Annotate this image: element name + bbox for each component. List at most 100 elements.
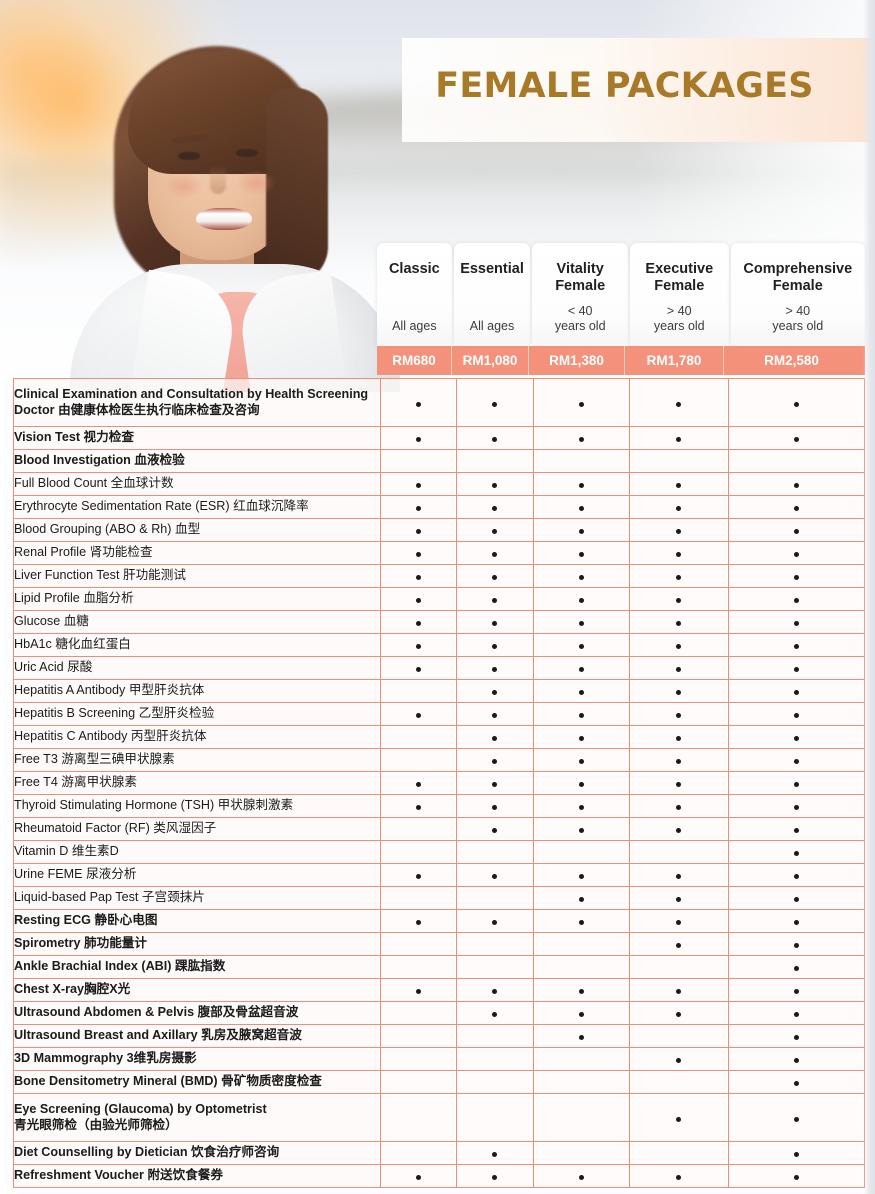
test-name-cell: Ultrasound Abdomen & Pelvis 腹部及骨盆超音波 — [12, 1001, 382, 1025]
eye-right — [236, 149, 258, 157]
included-dot-icon — [415, 437, 421, 442]
empty-cell — [380, 1001, 457, 1025]
table-row: Vision Test 视力检查 — [12, 426, 866, 450]
test-name-en: Diet Counselling by Dietician — [14, 1145, 192, 1160]
test-name-cell: Glucose 血糖 — [12, 610, 382, 634]
included-dot-icon — [415, 874, 421, 879]
table-row: HbA1c 糖化血红蛋白 — [12, 633, 866, 657]
included-dot-icon — [492, 506, 498, 511]
included-dot-icon — [793, 782, 799, 787]
empty-cell — [380, 817, 457, 841]
included-dot-cell — [455, 702, 534, 726]
test-name-cn: 糖化血红蛋白 — [55, 637, 131, 652]
empty-cell — [380, 1024, 457, 1048]
included-dot-cell — [727, 840, 866, 864]
included-dot-icon — [793, 529, 799, 534]
empty-cell — [532, 840, 630, 864]
included-dot-icon — [676, 759, 682, 764]
empty-cell — [455, 932, 534, 956]
included-dot-icon — [793, 506, 799, 511]
test-name-cn: 类风湿因子 — [153, 821, 217, 836]
included-dot-icon — [578, 920, 584, 925]
table-row: Clinical Examination and Consultation by… — [12, 378, 866, 427]
included-dot-cell — [628, 495, 729, 519]
included-dot-cell — [532, 610, 630, 634]
included-dot-icon — [415, 644, 421, 649]
test-name-en: Eye Screening (Glaucoma) by Optometrist — [14, 1102, 267, 1116]
test-name-cn: 游离型三碘甲状腺素 — [61, 752, 175, 767]
included-dot-icon — [676, 552, 682, 557]
package-card-executive-female[interactable]: Executive Female > 40 years old — [629, 243, 729, 346]
test-name-en: Ankle Brachial Index (ABI) — [14, 959, 175, 974]
included-dot-cell — [727, 1024, 866, 1048]
cheek-left — [164, 173, 204, 199]
included-dot-cell — [628, 378, 729, 427]
table-row: Liquid-based Pap Test 子宫颈抹片 — [12, 886, 866, 910]
empty-cell — [532, 1093, 630, 1142]
included-dot-cell — [628, 702, 729, 726]
included-dot-cell — [628, 725, 729, 749]
included-dot-icon — [793, 1116, 799, 1122]
included-dot-icon — [415, 621, 421, 626]
included-dot-cell — [628, 748, 729, 772]
included-dot-icon — [578, 437, 584, 442]
empty-cell — [455, 449, 534, 473]
test-name-cell: Vision Test 视力检查 — [12, 426, 382, 450]
included-dot-cell — [380, 541, 457, 565]
included-dot-icon — [676, 943, 682, 948]
table-row: Hepatitis A Antibody 甲型肝炎抗体 — [12, 679, 866, 703]
package-card-comprehensive-female[interactable]: Comprehensive Female > 40 years old — [730, 243, 866, 346]
included-dot-icon — [793, 874, 799, 879]
test-name-cell: Thyroid Stimulating Hormone (TSH) 甲状腺刺激素 — [12, 794, 382, 818]
included-dot-icon — [492, 483, 498, 488]
included-dot-cell — [628, 633, 729, 657]
included-dot-cell — [380, 518, 457, 542]
package-card-classic[interactable]: Classic All ages — [377, 243, 452, 346]
empty-cell — [455, 1024, 534, 1048]
table-row: Blood Investigation 血液检验 — [12, 449, 866, 473]
test-name-cn: 乳房及腋窝超音波 — [201, 1028, 302, 1043]
included-dot-icon — [492, 874, 498, 879]
test-name-cn: 附送饮食餐券 — [147, 1168, 223, 1183]
included-dot-cell — [727, 909, 866, 933]
price-comprehensive-female: RM2,580 — [764, 353, 819, 368]
table-row: Urine FEME 尿液分析 — [12, 863, 866, 887]
included-dot-cell — [727, 978, 866, 1002]
included-dot-cell — [532, 863, 630, 887]
included-dot-icon — [492, 989, 498, 994]
included-dot-cell — [532, 495, 630, 519]
included-dot-icon — [793, 736, 799, 741]
included-dot-icon — [492, 805, 498, 810]
test-name-cell: Hepatitis B Screening 乙型肝炎检验 — [12, 702, 382, 726]
included-dot-cell — [727, 1070, 866, 1094]
empty-cell — [380, 1047, 457, 1071]
test-name-cell: 3D Mammography 3维乳房摄影 — [12, 1047, 382, 1071]
included-dot-cell — [532, 978, 630, 1002]
test-name-en: Bone Densitometry Mineral (BMD) — [14, 1074, 222, 1089]
included-dot-icon — [415, 1175, 421, 1180]
test-name-cell: Resting ECG 静卧心电图 — [12, 909, 382, 933]
eye-left — [178, 152, 200, 160]
included-dot-cell — [380, 426, 457, 450]
included-dot-icon — [676, 506, 682, 511]
included-dot-icon — [676, 401, 682, 407]
empty-cell — [380, 1141, 457, 1165]
included-dot-cell — [727, 541, 866, 565]
included-dot-cell — [727, 656, 866, 680]
test-name-en: Erythrocyte Sedimentation Rate (ESR) — [14, 499, 234, 514]
test-name-cn: 乙型肝炎检验 — [138, 706, 215, 721]
included-dot-cell — [455, 587, 534, 611]
package-card-essential[interactable]: Essential All ages — [453, 243, 531, 346]
included-dot-cell — [380, 564, 457, 588]
empty-cell — [455, 1070, 534, 1094]
included-dot-cell — [532, 909, 630, 933]
package-name: Vitality Female — [555, 261, 606, 294]
smile-mouth — [196, 208, 252, 230]
included-dot-cell — [380, 610, 457, 634]
test-name-cn: 肺功能量计 — [84, 936, 147, 951]
test-name-en: Chest X-ray — [14, 982, 84, 997]
empty-cell — [628, 1024, 729, 1048]
package-card-vitality-female[interactable]: Vitality Female < 40 years old — [532, 243, 628, 346]
empty-cell — [455, 955, 534, 979]
